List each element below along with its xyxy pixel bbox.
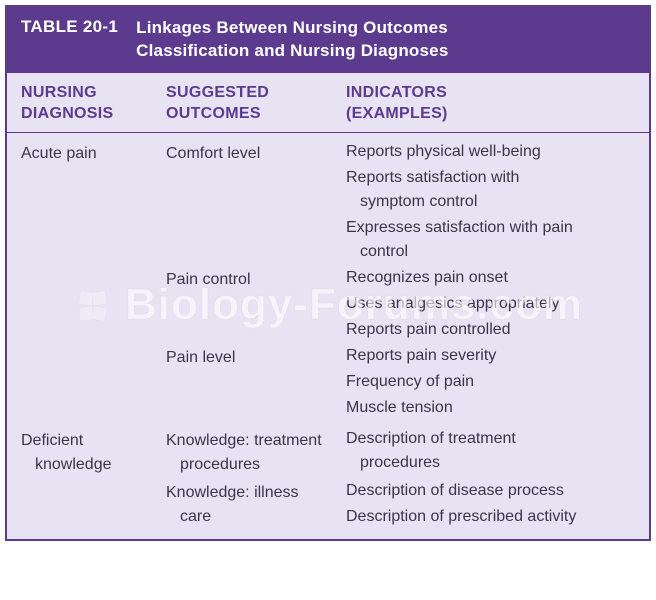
indicator-item: Reports satisfaction with symptom contro…	[346, 166, 635, 214]
outcome-label: Comfort level	[166, 140, 346, 166]
table-number: TABLE 20-1	[21, 17, 118, 37]
indicators-list: Reports physical well-being Reports sati…	[346, 140, 635, 264]
indicators-list: Reports pain severity Frequency of pain …	[346, 344, 635, 420]
outcome-label: Knowledge: treatment procedures	[166, 427, 346, 477]
col-header-diagnosis: NURSING DIAGNOSIS	[21, 83, 166, 125]
table-row: Acute pain Comfort level Reports physica…	[21, 139, 635, 420]
indicators-list: Description of treatment procedures	[346, 427, 635, 475]
indicator-item: Muscle tension	[346, 396, 635, 420]
indicator-item: Recognizes pain onset	[346, 266, 635, 290]
outcome-label: Pain control	[166, 266, 346, 292]
table-row: Deficient knowledge Knowledge: treatment…	[21, 426, 635, 529]
table-header-bar: TABLE 20-1 Linkages Between Nursing Outc…	[7, 7, 649, 73]
indicator-item: Uses analgesics appropriately	[346, 292, 635, 316]
outcomes-column: Comfort level Reports physical well-bein…	[166, 140, 635, 420]
table-title: Linkages Between Nursing Outcomes Classi…	[136, 17, 448, 63]
outcome-row: Knowledge: treatment procedures Descript…	[166, 427, 635, 477]
outcome-label: Pain level	[166, 344, 346, 370]
indicator-item: Frequency of pain	[346, 370, 635, 394]
outcomes-column: Knowledge: treatment procedures Descript…	[166, 427, 635, 529]
indicator-item: Expresses satisfaction with pain control	[346, 216, 635, 264]
indicator-item: Reports physical well-being	[346, 140, 635, 164]
table-body: Acute pain Comfort level Reports physica…	[7, 133, 649, 539]
nursing-table: TABLE 20-1 Linkages Between Nursing Outc…	[5, 5, 651, 541]
outcome-row: Pain level Reports pain severity Frequen…	[166, 344, 635, 420]
table-title-line2: Classification and Nursing Diagnoses	[136, 41, 448, 60]
outcome-label: Knowledge: illness care	[166, 479, 346, 529]
outcome-row: Pain control Recognizes pain onset Uses …	[166, 266, 635, 342]
diagnosis-label: Deficient knowledge	[21, 427, 166, 477]
table-title-line1: Linkages Between Nursing Outcomes	[136, 18, 448, 37]
outcome-row: Knowledge: illness care Description of d…	[166, 479, 635, 529]
diagnosis-label: Acute pain	[21, 140, 166, 166]
indicator-item: Reports pain severity	[346, 344, 635, 368]
indicators-list: Description of disease process Descripti…	[346, 479, 635, 529]
indicator-item: Description of disease process	[346, 479, 635, 503]
col-header-indicators: INDICATORS (EXAMPLES)	[346, 83, 635, 125]
indicator-item: Reports pain controlled	[346, 318, 635, 342]
col-header-outcomes: SUGGESTED OUTCOMES	[166, 83, 346, 125]
indicators-list: Recognizes pain onset Uses analgesics ap…	[346, 266, 635, 342]
indicator-item: Description of prescribed activity	[346, 505, 635, 529]
indicator-item: Description of treatment procedures	[346, 427, 635, 475]
column-headers: NURSING DIAGNOSIS SUGGESTED OUTCOMES IND…	[7, 73, 649, 134]
outcome-row: Comfort level Reports physical well-bein…	[166, 140, 635, 264]
